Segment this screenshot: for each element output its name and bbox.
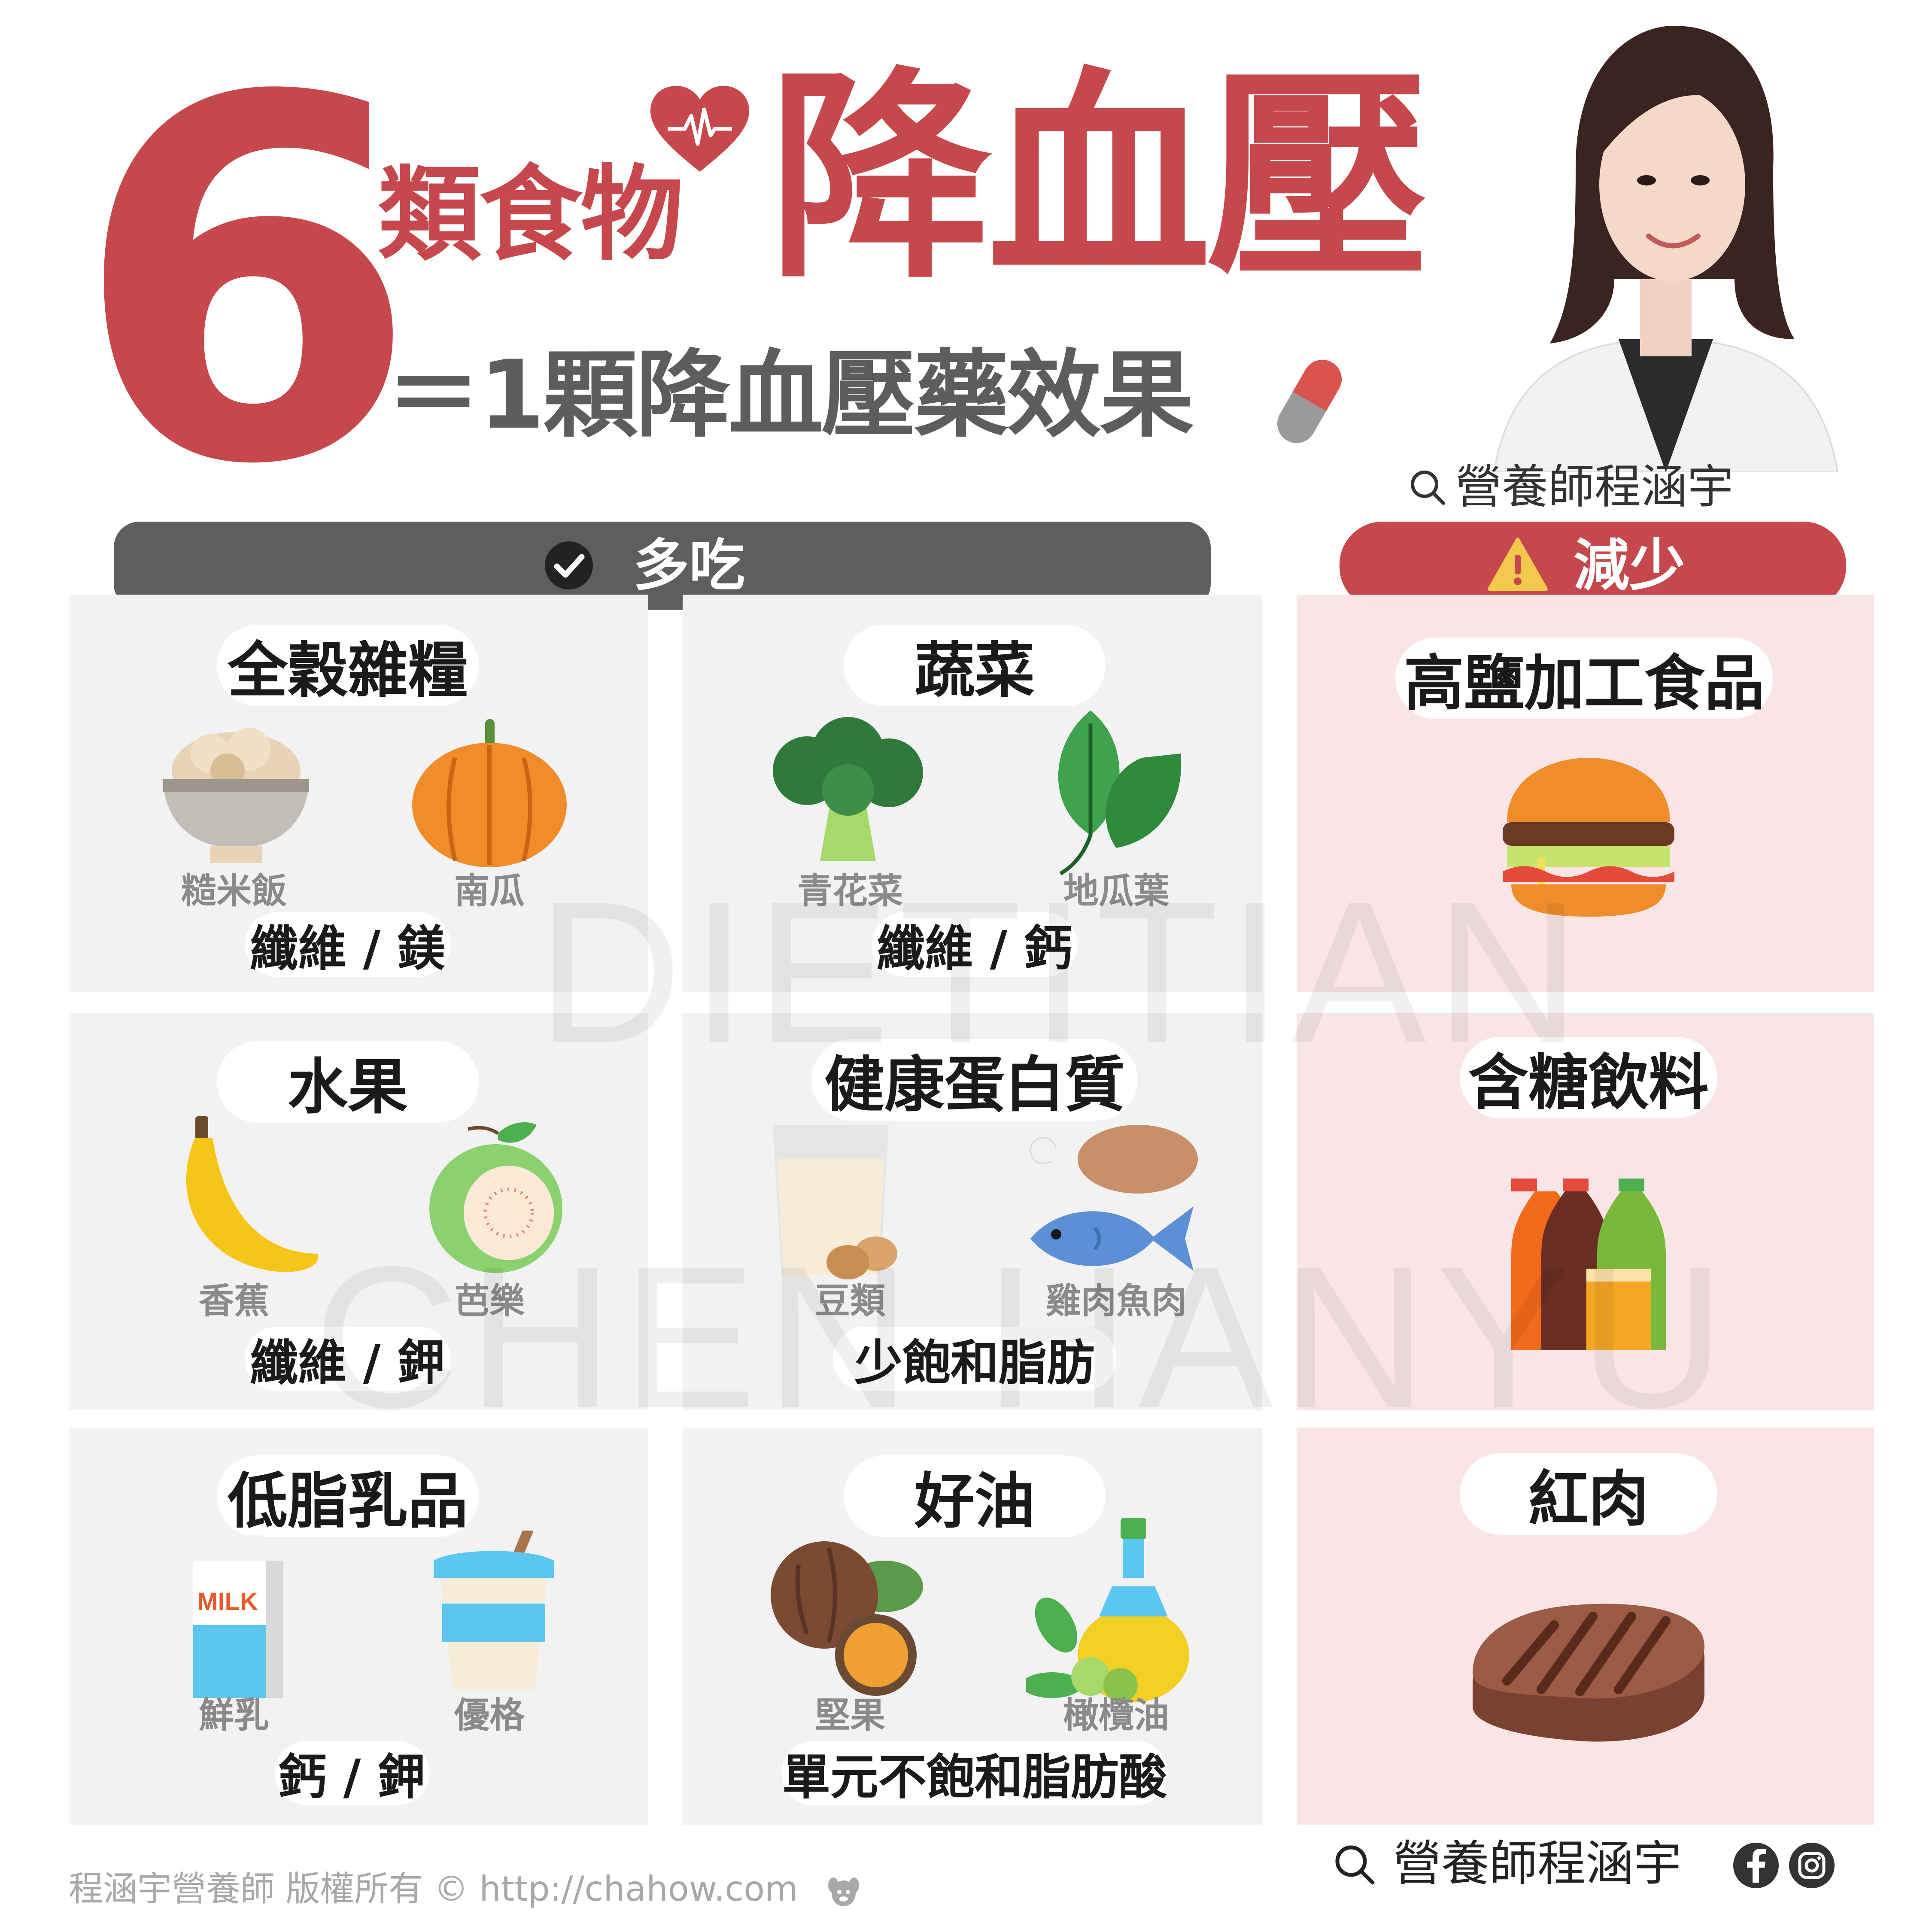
search-icon — [1335, 1845, 1375, 1885]
card-title: 健康蛋白質 — [811, 1039, 1138, 1121]
card-good-oils: 好油 堅果 橄欖油 單元不飽和脂肪酸 — [683, 1428, 1262, 1825]
food-item-name: 豆類 — [814, 1281, 885, 1321]
instagram-icon[interactable] — [1788, 1842, 1835, 1889]
food-item-name: 雞肉魚肉 — [1045, 1281, 1187, 1321]
facebook-icon[interactable] — [1732, 1842, 1780, 1889]
olive-oil-bottle-icon — [1026, 1518, 1189, 1702]
nutrient-label: 單元不飽和脂肪酸 — [781, 1741, 1168, 1805]
card-healthy-protein: 健康蛋白質 豆類 雞肉魚肉 少飽和脂肪 — [683, 1013, 1262, 1410]
card-sugary-drinks: 含糖飲料 — [1297, 1013, 1874, 1410]
check-badge-icon — [545, 541, 593, 589]
soy-milk-icon — [773, 1125, 897, 1279]
card-whole-grains: 全穀雜糧 糙米飯 南瓜 纖維 / 鎂 — [69, 595, 648, 992]
headline-number: 6 — [73, 0, 420, 573]
nutrient-label: 鈣 / 鉀 — [275, 1741, 429, 1805]
watermark-line-1: DIETITIAN — [537, 860, 1589, 1085]
card-title: 高鹽加工食品 — [1395, 638, 1773, 719]
subtitle: ＝1顆降血壓藥效果 — [386, 340, 1194, 450]
watermark-line-2: CHEN HANYU — [313, 1224, 1734, 1450]
walnut-icon — [771, 1541, 923, 1696]
card-low-fat-dairy: 低脂乳品 MILK 鮮乳 優格 鈣 / 鉀 — [69, 1428, 648, 1825]
card-red-meat: 紅肉 — [1297, 1428, 1874, 1825]
section-reduce-label: 減少 — [1574, 533, 1686, 598]
guava-icon — [429, 1122, 562, 1273]
nutrient-label: 纖維 / 鉀 — [245, 1327, 451, 1391]
pill-icon — [1277, 360, 1342, 443]
food-item-name: 糙米飯 — [181, 871, 287, 911]
food-item-name: 南瓜 — [454, 871, 525, 911]
footer-search-label[interactable]: 營養師程涵宇 — [1393, 1836, 1682, 1892]
card-title: 低脂乳品 — [217, 1455, 479, 1537]
milk-carton-text: MILK — [197, 1588, 258, 1616]
steak-icon — [1473, 1604, 1704, 1742]
yogurt-cup-icon — [434, 1531, 554, 1689]
search-icon — [1411, 471, 1445, 505]
broccoli-icon — [773, 717, 923, 861]
footer-social-bar: 營養師程涵宇 — [1314, 1827, 1855, 1900]
title-food-types: 類食物 — [378, 155, 683, 275]
food-item-name: 青花菜 — [797, 871, 903, 911]
card-fruits: 水果 香蕉 芭樂 纖維 / 鉀 — [69, 1013, 648, 1410]
heart-pulse-icon — [650, 86, 749, 172]
author-name: 營養師程涵宇 — [1455, 460, 1734, 514]
nutrient-label: 纖維 / 鎂 — [245, 912, 451, 977]
card-title: 蔬菜 — [844, 625, 1106, 706]
banana-icon — [186, 1116, 319, 1272]
author-search-tag[interactable]: 營養師程涵宇 — [1408, 462, 1734, 510]
card-processed-salty-food: 高鹽加工食品 — [1297, 595, 1874, 992]
food-item-name: 橄欖油 — [1063, 1695, 1169, 1736]
dog-logo-icon — [828, 1877, 859, 1907]
hamburger-icon — [1503, 758, 1674, 917]
chicken-drumstick-icon — [1030, 1125, 1198, 1194]
milk-carton-icon: MILK — [193, 1535, 283, 1698]
card-title: 紅肉 — [1460, 1453, 1717, 1535]
pumpkin-icon — [412, 719, 567, 867]
fish-icon — [1030, 1206, 1194, 1271]
card-vegetables: 蔬菜 青花菜 地瓜葉 纖維 / 鈣 — [683, 595, 1262, 992]
soda-bottles-icon — [1511, 1179, 1666, 1350]
copyright-text: 程涵宇營養師 版權所有 © http://chahow.com — [69, 1872, 861, 1908]
sweet-potato-leaf-icon — [1058, 711, 1182, 875]
card-title: 好油 — [844, 1455, 1106, 1537]
food-item-name: 地瓜葉 — [1063, 871, 1169, 911]
food-item-name: 鮮乳 — [198, 1695, 269, 1736]
copyright-label: 程涵宇營養師 版權所有 © http://chahow.com — [69, 1869, 799, 1909]
food-item-name: 芭樂 — [454, 1281, 525, 1321]
section-eat-more-label: 多吃 — [633, 533, 745, 598]
dietitian-portrait — [1493, 26, 1839, 472]
card-title: 全穀雜糧 — [217, 625, 479, 706]
food-item-name: 優格 — [454, 1695, 525, 1736]
card-title: 含糖飲料 — [1460, 1037, 1717, 1118]
nutrient-label: 纖維 / 鈣 — [872, 912, 1078, 977]
nutrient-label: 少飽和脂肪 — [833, 1327, 1116, 1391]
food-item-name: 堅果 — [814, 1695, 885, 1736]
title-lower-bp: 降血壓 — [769, 48, 1430, 308]
card-title: 水果 — [217, 1041, 479, 1123]
warning-icon — [1488, 538, 1548, 591]
rice-bowl-icon — [163, 728, 309, 863]
food-item-name: 香蕉 — [198, 1281, 269, 1321]
